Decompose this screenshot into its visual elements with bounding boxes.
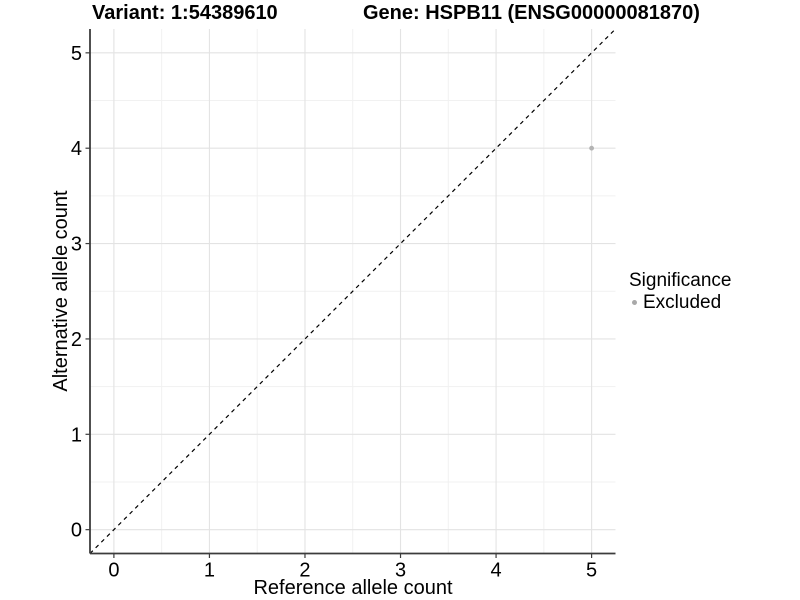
x-tick-label: 2 [299, 560, 310, 582]
legend-item-excluded: Excluded [629, 291, 731, 313]
data-point-excluded [589, 145, 595, 151]
x-tick-label: 0 [108, 560, 119, 582]
y-axis-title: Alternative allele count [50, 190, 72, 392]
plot-title-gene: Gene: HSPB11 (ENSG00000081870) [363, 2, 700, 24]
x-tick-label: 1 [204, 560, 215, 582]
legend-title: Significance [629, 270, 732, 291]
x-tick-label: 5 [586, 560, 597, 582]
excluded-point-icon [632, 300, 637, 306]
x-axis-title: Reference allele count [253, 577, 453, 599]
y-tick-label: 2 [71, 329, 82, 351]
x-tick-label: 3 [395, 560, 406, 582]
y-tick-label: 4 [71, 138, 82, 160]
y-tick-label: 3 [71, 234, 82, 256]
plot-title-variant: Variant: 1:54389610 [92, 2, 278, 24]
identity-dashed-line [89, 28, 616, 554]
legend-item-label: Excluded [643, 291, 722, 313]
legend: Significance Excluded [629, 271, 731, 313]
y-tick-label: 5 [71, 43, 82, 65]
y-tick-label: 1 [71, 424, 82, 446]
y-tick-label: 0 [71, 520, 82, 542]
x-tick-label: 4 [491, 560, 502, 582]
